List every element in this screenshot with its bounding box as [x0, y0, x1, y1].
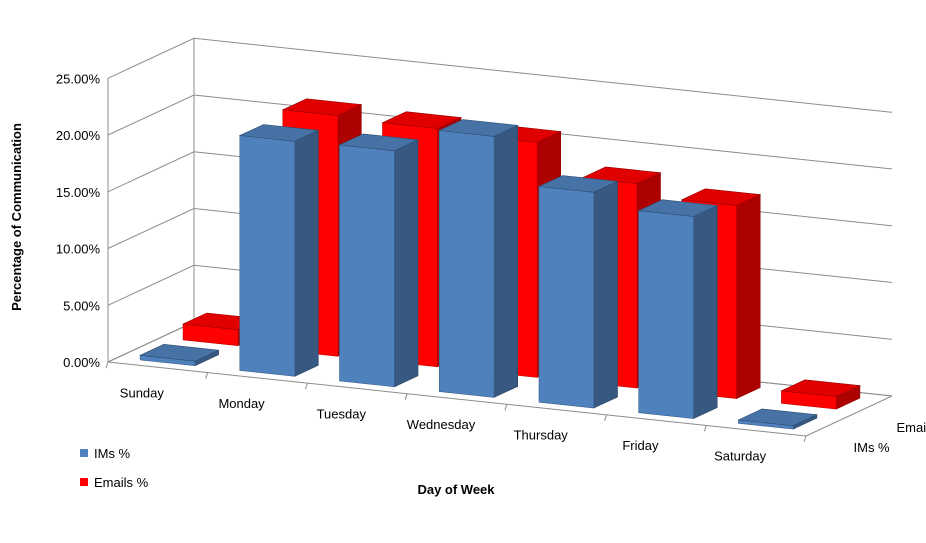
axis-line	[107, 321, 195, 363]
bar-top	[338, 133, 420, 152]
legend-item-ims: IMs %	[80, 444, 148, 462]
legend-swatch-ims	[80, 449, 88, 457]
bar-top	[238, 124, 320, 142]
y-tick-label: 0.00%	[63, 355, 100, 370]
bar-top	[737, 408, 819, 427]
y-axis-title: Percentage of Communication	[9, 123, 24, 311]
legend-label-ims: IMs %	[94, 445, 131, 461]
bar-front	[638, 210, 694, 419]
axis-labels: 0.00% 5.00% 10.00% 15.00% 20.00% 25.00% Sunday…	[56, 71, 926, 463]
bar-top	[381, 111, 463, 129]
legend-item-emails: Emails %	[80, 473, 148, 491]
depth-axis-label: IMs %	[854, 440, 891, 455]
y-tick-label: 20.00%	[56, 128, 101, 143]
bar-ims	[138, 343, 220, 367]
bar-ims	[637, 199, 719, 420]
y-tick-label: 10.00%	[56, 242, 101, 257]
depth-axis-label: Emails %	[897, 420, 926, 435]
x-tick-mark	[803, 435, 807, 443]
x-tick-label: Thursday	[514, 428, 569, 443]
legend-swatch-emails	[80, 478, 88, 486]
legend: IMs % Emails %	[80, 444, 148, 502]
x-tick-label: Monday	[218, 396, 265, 411]
bars	[138, 98, 862, 430]
x-tick-label: Saturday	[714, 449, 767, 464]
bar-top	[680, 188, 762, 206]
bar-ims	[438, 119, 519, 398]
x-tick-mark	[604, 414, 608, 422]
bar-ims	[338, 133, 420, 388]
bar-emails	[780, 379, 862, 410]
axis-line	[805, 395, 893, 437]
bar-top	[281, 98, 363, 116]
bar-ims	[737, 408, 819, 430]
bar-front	[438, 130, 495, 398]
bar-top	[438, 119, 519, 137]
bar-top	[138, 343, 220, 362]
bar-ims	[537, 175, 619, 409]
bar-top	[537, 175, 619, 193]
y-tick-label: 15.00%	[56, 185, 101, 200]
x-tick-label: Tuesday	[317, 406, 367, 421]
bar-front	[538, 186, 595, 409]
y-tick-label: 5.00%	[63, 298, 100, 313]
legend-label-emails: Emails %	[94, 474, 149, 490]
x-tick-mark	[205, 372, 209, 379]
bar-side	[693, 205, 718, 420]
gridline	[107, 37, 893, 113]
x-tick-label: Sunday	[120, 385, 165, 400]
bar-top	[637, 199, 719, 217]
x-tick-mark	[504, 404, 508, 411]
bar-front	[239, 135, 296, 377]
bar-ims	[238, 124, 320, 377]
bar-top	[780, 379, 862, 397]
x-tick-label: Friday	[622, 438, 659, 453]
bar-front	[339, 144, 395, 388]
y-tick-label: 25.00%	[56, 71, 101, 86]
x-axis-title: Day of Week	[417, 482, 495, 497]
bar-side	[593, 180, 618, 409]
bar-side	[394, 139, 419, 388]
bar-side	[493, 124, 519, 398]
x-tick-label: Wednesday	[407, 417, 476, 432]
axis-line	[107, 361, 807, 437]
x-tick-mark	[404, 393, 408, 400]
bar-side	[294, 129, 319, 377]
x-tick-mark	[105, 361, 109, 369]
bar-side	[736, 194, 761, 400]
x-tick-mark	[703, 425, 707, 432]
x-tick-mark	[304, 382, 308, 390]
